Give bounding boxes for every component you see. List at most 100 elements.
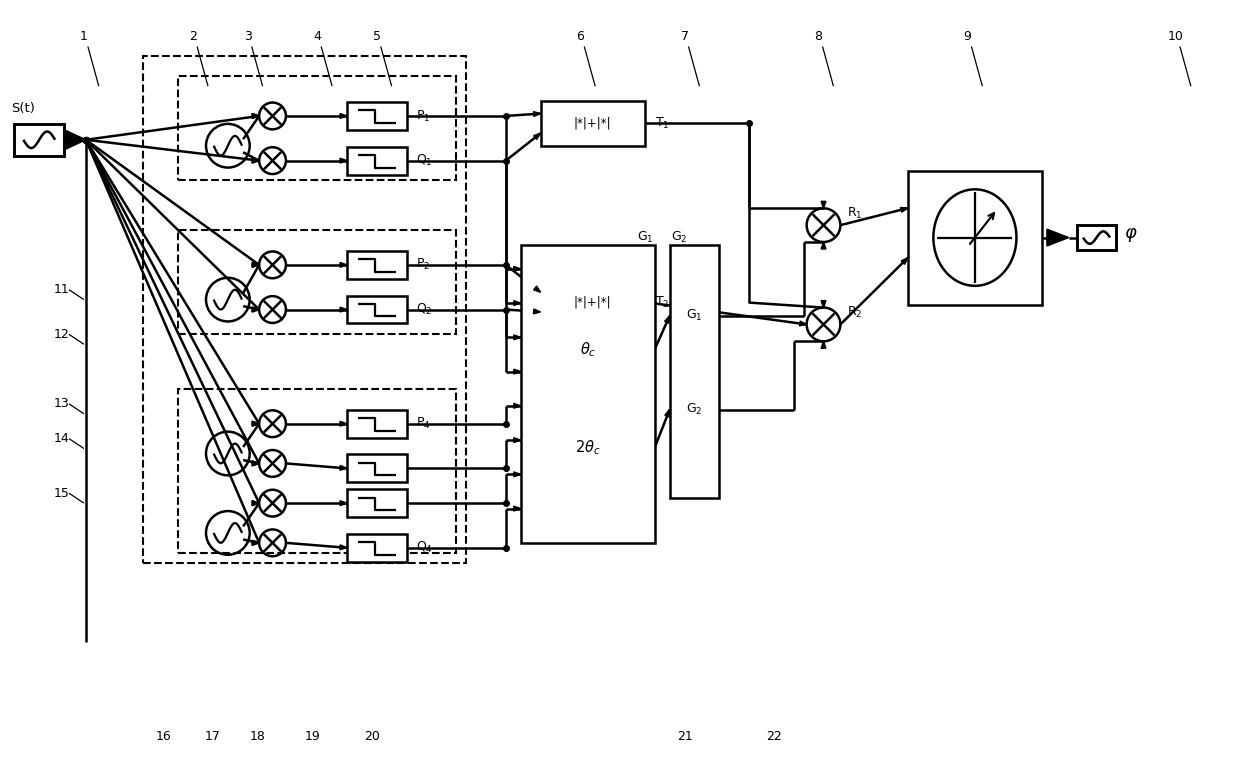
Bar — [144, 56, 466, 563]
Bar — [521, 245, 655, 543]
Polygon shape — [513, 404, 521, 408]
Polygon shape — [340, 262, 347, 268]
Polygon shape — [665, 410, 670, 417]
Text: P$_2$: P$_2$ — [417, 258, 430, 272]
Polygon shape — [340, 158, 347, 163]
Text: |*|+|*|: |*|+|*| — [574, 117, 611, 130]
Text: S(t): S(t) — [11, 102, 35, 115]
Polygon shape — [800, 321, 807, 326]
Polygon shape — [1047, 229, 1069, 246]
Text: R$_1$: R$_1$ — [847, 205, 863, 221]
Polygon shape — [513, 266, 521, 271]
Text: G$_1$: G$_1$ — [686, 308, 703, 324]
Polygon shape — [821, 341, 826, 348]
Bar — [670, 245, 719, 498]
Text: G$_2$: G$_2$ — [671, 229, 688, 245]
Polygon shape — [252, 501, 259, 505]
Text: $\theta_c$: $\theta_c$ — [579, 340, 596, 358]
Text: 9: 9 — [963, 30, 971, 43]
Text: $2\theta_c$: $2\theta_c$ — [575, 438, 600, 457]
Text: 2: 2 — [190, 30, 197, 43]
Text: 7: 7 — [681, 30, 688, 43]
Text: 17: 17 — [205, 730, 221, 743]
Text: 21: 21 — [677, 730, 692, 743]
Text: Q$_4$: Q$_4$ — [417, 541, 434, 555]
Polygon shape — [513, 506, 521, 511]
Text: Q$_1$: Q$_1$ — [417, 153, 433, 168]
Bar — [347, 147, 407, 175]
Bar — [347, 251, 407, 279]
Polygon shape — [900, 208, 908, 212]
Text: Q$_2$: Q$_2$ — [417, 302, 433, 317]
Polygon shape — [64, 130, 86, 150]
Polygon shape — [340, 307, 347, 312]
Polygon shape — [340, 501, 347, 505]
Bar — [179, 230, 456, 335]
Polygon shape — [252, 114, 259, 118]
Text: 1: 1 — [79, 30, 88, 43]
Polygon shape — [533, 309, 541, 314]
Polygon shape — [821, 242, 826, 249]
Text: 12: 12 — [55, 328, 69, 341]
Text: P$_4$: P$_4$ — [417, 416, 432, 431]
Text: 5: 5 — [373, 30, 381, 43]
Text: 16: 16 — [155, 730, 171, 743]
Polygon shape — [252, 307, 259, 312]
Text: 13: 13 — [55, 398, 69, 411]
Polygon shape — [252, 501, 259, 505]
Text: $\varphi$: $\varphi$ — [1125, 225, 1138, 244]
Text: 4: 4 — [314, 30, 321, 43]
Bar — [1076, 225, 1116, 251]
Text: G$_2$: G$_2$ — [686, 402, 703, 417]
Polygon shape — [252, 421, 259, 426]
Polygon shape — [821, 301, 826, 308]
Text: 8: 8 — [815, 30, 822, 43]
Polygon shape — [533, 286, 541, 292]
Text: 14: 14 — [55, 432, 69, 445]
Polygon shape — [252, 461, 259, 466]
Polygon shape — [513, 369, 521, 374]
Text: 11: 11 — [55, 283, 69, 296]
Polygon shape — [513, 301, 521, 305]
Polygon shape — [252, 307, 259, 312]
Polygon shape — [821, 201, 826, 208]
Polygon shape — [665, 316, 670, 323]
Polygon shape — [252, 461, 259, 466]
Text: 22: 22 — [766, 730, 781, 743]
Bar — [908, 171, 1042, 305]
Bar — [347, 534, 407, 561]
Bar — [179, 389, 456, 553]
Polygon shape — [252, 262, 259, 268]
Polygon shape — [533, 112, 541, 116]
Text: 18: 18 — [249, 730, 265, 743]
Text: R$_2$: R$_2$ — [847, 305, 863, 320]
Polygon shape — [252, 421, 259, 426]
Text: T$_2$: T$_2$ — [655, 295, 670, 310]
Polygon shape — [252, 114, 259, 118]
Text: 3: 3 — [244, 30, 252, 43]
Bar — [347, 410, 407, 438]
Bar — [347, 102, 407, 130]
Polygon shape — [340, 544, 347, 550]
Text: 6: 6 — [577, 30, 584, 43]
Bar — [15, 124, 64, 155]
Text: 10: 10 — [1168, 30, 1184, 43]
Bar — [347, 454, 407, 482]
Polygon shape — [252, 541, 259, 545]
Text: 20: 20 — [363, 730, 379, 743]
Polygon shape — [901, 258, 908, 265]
Polygon shape — [252, 158, 259, 163]
Polygon shape — [513, 438, 521, 442]
Text: 15: 15 — [55, 487, 69, 500]
Text: P$_1$: P$_1$ — [417, 108, 430, 124]
Polygon shape — [252, 541, 259, 545]
Polygon shape — [513, 335, 521, 340]
Polygon shape — [340, 421, 347, 426]
Polygon shape — [340, 114, 347, 118]
Bar — [347, 295, 407, 324]
Polygon shape — [533, 133, 541, 139]
Polygon shape — [513, 472, 521, 477]
Bar — [541, 101, 645, 146]
Text: 19: 19 — [304, 730, 320, 743]
Bar — [541, 280, 645, 325]
